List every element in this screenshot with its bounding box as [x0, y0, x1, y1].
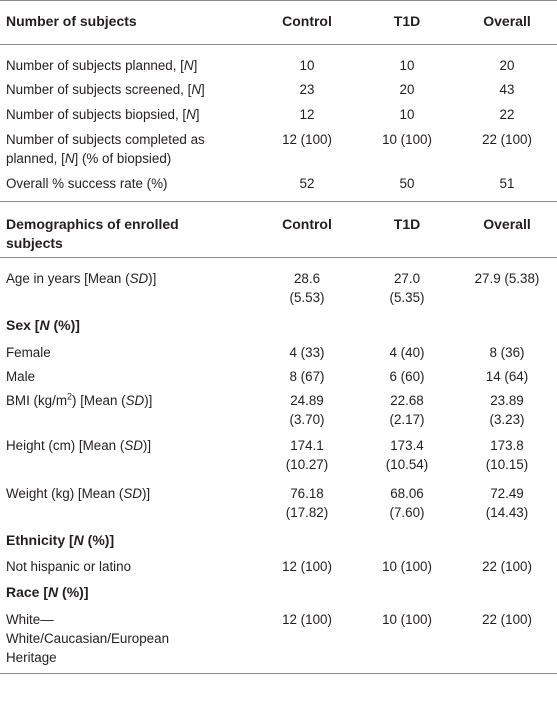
row-label: Age in years [Mean (SD)] [0, 257, 257, 314]
table-row: Male 8 (67) 6 (60) 14 (64) [0, 364, 557, 388]
cell-t1d: 4 (40) [389, 344, 425, 360]
row-label: Height (cm) [Mean (SD)] [6, 437, 152, 453]
table-row: Age in years [Mean (SD)] 28.6 (5.53) 27.… [0, 257, 557, 314]
cell-control: 12 [299, 106, 315, 122]
cell-t1d: 10 [357, 44, 457, 77]
row-label: BMI (kg/m2) [Mean (SD)] [6, 391, 153, 408]
table-row: Number of subjects biopsied, [N] 12 10 2… [0, 102, 557, 127]
cell-control: 23 [299, 81, 315, 97]
ethnicity-heading: Ethnicity [N (%)] [6, 531, 115, 548]
row-label: Not hispanic or latino [6, 558, 132, 574]
cell-overall: 173.8 (10.15) [485, 437, 529, 472]
header-control: Control [257, 201, 357, 258]
cell-control: 8 (67) [289, 368, 325, 384]
row-label: Number of subjects screened, [N] [6, 81, 205, 97]
row-label: Overall % success rate (%) [6, 175, 168, 191]
cell-overall: 20 [457, 44, 557, 77]
table-row: White—White/Caucasian/European Heritage … [0, 605, 557, 674]
cell-overall: 14 (64) [485, 368, 529, 384]
section2-header-row: Demographics of enrolled subjects Contro… [0, 201, 557, 258]
row-label: Number of subjects biopsied, [N] [6, 106, 200, 122]
row-label: Female [6, 344, 51, 360]
sex-heading: Sex [N (%)] [6, 316, 80, 333]
cell-t1d: 6 (60) [389, 368, 425, 384]
table-row: Number of subjects planned, [N] 10 10 20 [0, 44, 557, 77]
cell-overall: 72.49 (14.43) [485, 485, 529, 520]
cell-t1d: 20 [399, 81, 415, 97]
row-label: Male [6, 368, 36, 384]
cell-control: 174.1 (10.27) [285, 437, 329, 472]
cell-control: 52 [299, 175, 315, 191]
cell-t1d: 27.0 (5.35) [357, 257, 457, 314]
table-row: Number of subjects completed as planned,… [0, 127, 557, 171]
race-heading: Race [N (%)] [6, 583, 89, 600]
cell-control: 12 (100) [282, 131, 332, 147]
cell-overall: 43 [499, 81, 515, 97]
header-overall: Overall [457, 0, 557, 45]
cell-overall: 22 (100) [482, 558, 532, 574]
ethnicity-heading-row: Ethnicity [N (%)] [0, 529, 557, 554]
cell-overall: 27.9 (5.38) [457, 257, 557, 314]
subjects-table: Number of subjects Control T1D Overall N… [0, 0, 557, 674]
cell-control: 4 (33) [289, 344, 325, 360]
cell-t1d: 10 (100) [382, 131, 432, 147]
cell-overall: 8 (36) [489, 344, 525, 360]
cell-overall: 23.89 (3.23) [489, 392, 525, 427]
cell-control: 28.6 (5.53) [257, 257, 357, 314]
header-t1d: T1D [357, 0, 457, 45]
cell-t1d: 10 [399, 106, 415, 122]
table-row: BMI (kg/m2) [Mean (SD)] 24.89 (3.70) 22.… [0, 388, 557, 433]
table-row: Weight (kg) [Mean (SD)] 76.18 (17.82) 68… [0, 481, 557, 529]
table-row: Female 4 (33) 4 (40) 8 (36) [0, 340, 557, 364]
cell-t1d: 10 (100) [357, 605, 457, 674]
row-label: Weight (kg) [Mean (SD)] [6, 485, 151, 501]
cell-t1d: 10 (100) [382, 558, 432, 574]
table-row: Number of subjects screened, [N] 23 20 4… [0, 77, 557, 102]
header-overall: Overall [457, 201, 557, 258]
header-label: Demographics of enrolled subjects [0, 201, 257, 258]
header-label: Number of subjects [0, 0, 257, 45]
section1-header-row: Number of subjects Control T1D Overall [0, 0, 557, 45]
cell-t1d: 68.06 (7.60) [389, 485, 425, 520]
cell-control: 24.89 (3.70) [289, 392, 325, 427]
table-row: Overall % success rate (%) 52 50 51 [0, 171, 557, 202]
table-row: Not hispanic or latino 12 (100) 10 (100)… [0, 554, 557, 581]
header-control: Control [257, 0, 357, 45]
cell-t1d: 50 [399, 175, 415, 191]
sex-heading-row: Sex [N (%)] [0, 314, 557, 340]
cell-overall: 51 [499, 175, 515, 191]
cell-t1d: 173.4 (10.54) [385, 437, 429, 472]
cell-overall: 22 (100) [482, 131, 532, 147]
cell-control: 10 [257, 44, 357, 77]
table-row: Height (cm) [Mean (SD)] 174.1 (10.27) 17… [0, 433, 557, 481]
cell-overall: 22 (100) [457, 605, 557, 674]
row-label: White—White/Caucasian/European Heritage [0, 605, 257, 674]
cell-t1d: 22.68 (2.17) [389, 392, 425, 427]
header-t1d: T1D [357, 201, 457, 258]
cell-control: 12 (100) [257, 605, 357, 674]
race-heading-row: Race [N (%)] [0, 581, 557, 606]
row-label: Number of subjects completed as planned,… [6, 131, 205, 166]
cell-control: 76.18 (17.82) [285, 485, 329, 520]
cell-control: 12 (100) [282, 558, 332, 574]
cell-overall: 22 [499, 106, 515, 122]
row-label: Number of subjects planned, [N] [0, 44, 257, 77]
